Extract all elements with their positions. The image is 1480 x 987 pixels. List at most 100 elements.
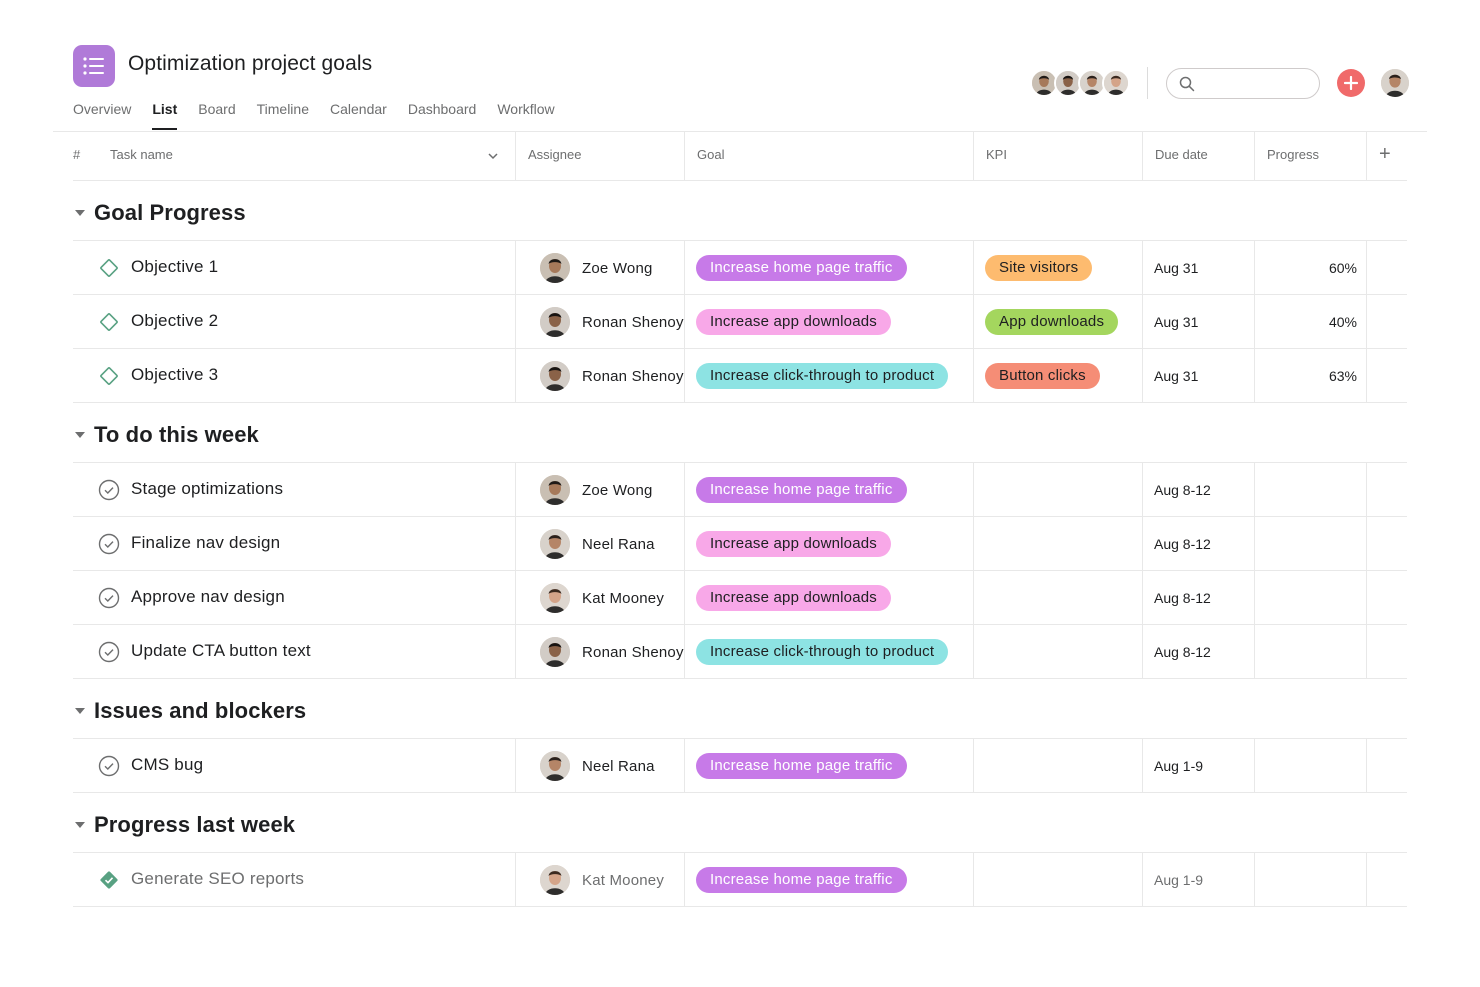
task-name[interactable]: Objective 3 <box>131 365 219 384</box>
due-date[interactable]: Aug 8-12 <box>1154 482 1211 498</box>
assignee-cell[interactable]: Ronan Shenoy <box>528 361 684 391</box>
due-date[interactable]: Aug 1-9 <box>1154 758 1204 774</box>
task-row[interactable]: Objective 3 Ronan Shenoy Increase click-th… <box>73 349 1407 403</box>
due-date[interactable]: Aug 31 <box>1154 368 1199 384</box>
column-divider <box>1366 349 1367 402</box>
check-circle-icon[interactable] <box>98 533 120 555</box>
due-date[interactable]: Aug 8-12 <box>1154 644 1211 660</box>
due-date[interactable]: Aug 8-12 <box>1154 590 1211 606</box>
goal-tag[interactable]: Increase home page traffic <box>696 867 907 893</box>
add-column-button[interactable]: + <box>1379 143 1391 165</box>
search-input[interactable] <box>1201 74 1311 94</box>
task-name[interactable]: Stage optimizations <box>131 479 284 498</box>
assignee-avatar <box>540 865 570 895</box>
goal-tag[interactable]: Increase click-through to product <box>696 639 949 665</box>
task-name[interactable]: Objective 2 <box>131 311 219 330</box>
column-task-name[interactable]: Task name <box>110 147 173 162</box>
tab-timeline[interactable]: Timeline <box>256 101 309 117</box>
completed-diamond-icon[interactable] <box>98 869 120 891</box>
progress-value[interactable]: 60% <box>1328 260 1357 276</box>
assignee-avatar <box>540 637 570 667</box>
task-name[interactable]: Update CTA button text <box>131 641 311 660</box>
goal-tag[interactable]: Increase home page traffic <box>696 753 907 779</box>
task-name[interactable]: Finalize nav design <box>131 533 281 552</box>
column-due-date[interactable]: Due date <box>1155 147 1208 162</box>
column-divider <box>1366 517 1367 570</box>
goal-tag[interactable]: Increase home page traffic <box>696 255 907 281</box>
task-row[interactable]: Generate SEO reports Kat Mooney Increase h… <box>73 853 1407 907</box>
section-title[interactable]: To do this week <box>94 422 259 447</box>
check-circle-icon[interactable] <box>98 479 120 501</box>
progress-value[interactable]: 40% <box>1328 314 1357 330</box>
column-kpi[interactable]: KPI <box>986 147 1007 162</box>
member-avatar[interactable] <box>1102 69 1130 97</box>
caret-down-icon[interactable] <box>75 708 85 714</box>
column-progress[interactable]: Progress <box>1267 147 1320 162</box>
kpi-tag[interactable]: App downloads <box>985 309 1119 335</box>
check-circle-icon[interactable] <box>98 641 120 663</box>
check-circle-icon[interactable] <box>98 587 120 609</box>
section-title[interactable]: Goal Progress <box>94 200 246 225</box>
due-date[interactable]: Aug 1-9 <box>1154 872 1204 888</box>
task-row[interactable]: Update CTA button text Ronan Shenoy Increa… <box>73 625 1407 679</box>
project-members[interactable] <box>1030 69 1130 97</box>
caret-down-icon[interactable] <box>75 822 85 828</box>
assignee-cell[interactable]: Zoe Wong <box>528 253 653 283</box>
member-avatar[interactable] <box>1078 69 1106 97</box>
tab-board[interactable]: Board <box>198 101 236 117</box>
add-button[interactable] <box>1337 69 1365 97</box>
goal-tag[interactable]: Increase app downloads <box>696 585 892 611</box>
goal-diamond-icon[interactable] <box>98 311 120 333</box>
assignee-cell[interactable]: Neel Rana <box>528 529 655 559</box>
progress-value[interactable]: 63% <box>1328 368 1357 384</box>
goal-tag[interactable]: Increase home page traffic <box>696 477 907 503</box>
task-row[interactable]: Finalize nav design Neel Rana Increase app… <box>73 517 1407 571</box>
task-row[interactable]: CMS bug Neel Rana Increase home page traff… <box>73 739 1407 793</box>
column-divider <box>684 571 685 624</box>
kpi-tag[interactable]: Button clicks <box>985 363 1100 389</box>
goal-tag[interactable]: Increase app downloads <box>696 309 892 335</box>
caret-down-icon[interactable] <box>75 432 85 438</box>
list-project-icon[interactable] <box>73 45 115 87</box>
task-row[interactable]: Objective 2 Ronan Shenoy Increase app down… <box>73 295 1407 349</box>
caret-down-icon[interactable] <box>75 210 85 216</box>
assignee-cell[interactable]: Zoe Wong <box>528 475 653 505</box>
column-assignee[interactable]: Assignee <box>528 147 582 162</box>
tab-dashboard[interactable]: Dashboard <box>407 101 477 117</box>
task-row[interactable]: Objective 1 Zoe Wong Increase home page tr… <box>73 241 1407 295</box>
column-divider <box>1142 517 1143 570</box>
assignee-cell[interactable]: Ronan Shenoy <box>528 307 684 337</box>
goal-diamond-icon[interactable] <box>98 257 120 279</box>
chevron-down-icon[interactable] <box>487 151 499 161</box>
assignee-cell[interactable]: Neel Rana <box>528 751 655 781</box>
search-box[interactable] <box>1166 68 1320 99</box>
assignee-cell[interactable]: Kat Mooney <box>528 583 664 613</box>
member-avatar[interactable] <box>1030 69 1058 97</box>
check-circle-icon[interactable] <box>98 755 120 777</box>
tab-calendar[interactable]: Calendar <box>330 101 387 117</box>
goal-diamond-icon[interactable] <box>98 365 120 387</box>
column-divider <box>973 349 974 402</box>
tab-overview[interactable]: Overview <box>73 101 132 117</box>
due-date[interactable]: Aug 31 <box>1154 260 1199 276</box>
column-goal[interactable]: Goal <box>697 147 725 162</box>
task-row[interactable]: Approve nav design Kat Mooney Increase app… <box>73 571 1407 625</box>
due-date[interactable]: Aug 31 <box>1154 314 1199 330</box>
assignee-cell[interactable]: Kat Mooney <box>528 865 664 895</box>
kpi-tag[interactable]: Site visitors <box>985 255 1093 281</box>
section-title[interactable]: Issues and blockers <box>94 698 307 723</box>
user-avatar[interactable] <box>1381 69 1409 97</box>
task-row[interactable]: Stage optimizations Zoe Wong Increase home… <box>73 463 1407 517</box>
goal-tag[interactable]: Increase app downloads <box>696 531 892 557</box>
member-avatar[interactable] <box>1054 69 1082 97</box>
task-name[interactable]: CMS bug <box>131 755 204 774</box>
tab-list[interactable]: List <box>152 100 177 130</box>
tab-workflow[interactable]: Workflow <box>497 101 555 117</box>
task-name[interactable]: Approve nav design <box>131 587 285 606</box>
assignee-cell[interactable]: Ronan Shenoy <box>528 637 684 667</box>
task-name[interactable]: Objective 1 <box>131 257 219 276</box>
goal-tag[interactable]: Increase click-through to product <box>696 363 949 389</box>
section-title[interactable]: Progress last week <box>94 812 296 837</box>
due-date[interactable]: Aug 8-12 <box>1154 536 1211 552</box>
task-name[interactable]: Generate SEO reports <box>131 869 305 888</box>
